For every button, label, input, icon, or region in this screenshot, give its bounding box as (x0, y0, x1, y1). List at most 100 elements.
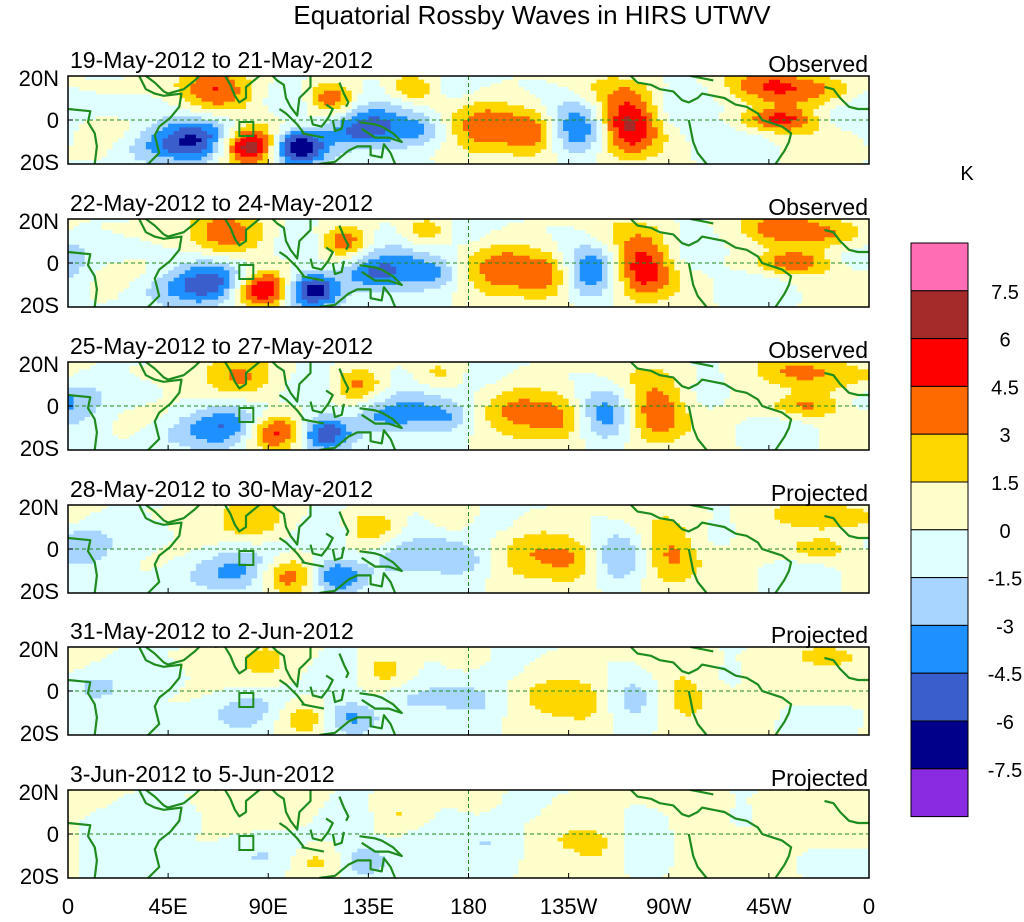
contour-cell (407, 116, 431, 121)
contour-cell (551, 277, 564, 282)
contour-cell (373, 665, 397, 670)
contour-cell (540, 116, 553, 121)
contour-cell (279, 131, 286, 136)
contour-cell (68, 391, 102, 396)
contour-cell (257, 145, 264, 150)
contour-cell (262, 237, 275, 242)
contour-cell (507, 790, 570, 795)
contour-cell (640, 149, 664, 154)
contour-cell (501, 797, 553, 802)
contour-cell (190, 101, 214, 106)
contour-cell (279, 134, 286, 139)
contour-cell (179, 94, 197, 99)
contour-cell (368, 801, 503, 806)
contour-cell (223, 299, 236, 304)
contour-cell (579, 402, 586, 407)
contour-cell (640, 541, 653, 546)
contour-cell (807, 552, 837, 557)
contour-cell (557, 391, 575, 396)
contour-cell (696, 683, 731, 688)
contour-cell (68, 508, 102, 513)
contour-cell (757, 567, 837, 572)
contour-cell (607, 435, 631, 440)
contour-cell (68, 402, 75, 407)
contour-cell (451, 270, 458, 275)
contour-cell (118, 435, 130, 440)
contour-cell (624, 694, 648, 699)
contour-cell (457, 252, 475, 257)
contour-cell (218, 156, 230, 161)
contour-cell (496, 395, 564, 400)
contour-cell (401, 105, 431, 110)
contour-cell (323, 90, 342, 95)
contour-cell (757, 578, 842, 583)
contour-cell (635, 556, 648, 561)
contour-cell (385, 90, 403, 95)
contour-cell (290, 281, 297, 286)
contour-cell (551, 149, 570, 154)
contour-cell (323, 724, 336, 729)
contour-cell (468, 523, 514, 528)
contour-cell (379, 716, 503, 721)
contour-cell (663, 109, 725, 114)
contour-cell (151, 149, 169, 154)
contour-cell (830, 116, 869, 121)
contour-cell (223, 145, 230, 150)
contour-cell (640, 534, 653, 539)
contour-cell (368, 398, 386, 403)
contour-cell (446, 123, 453, 128)
contour-cell (218, 424, 225, 429)
contour-cell (668, 255, 681, 260)
contour-cell (362, 90, 386, 95)
contour-cell (329, 391, 342, 396)
contour-cell (702, 402, 725, 407)
contour-cell (518, 83, 559, 88)
contour-cell (613, 727, 659, 732)
contour-cell (663, 241, 681, 246)
contour-cell (507, 709, 542, 714)
contour-cell (752, 812, 869, 817)
contour-cell (396, 87, 431, 92)
contour-cell (557, 647, 720, 652)
contour-cell (490, 230, 547, 235)
x-tick-label: 45W (746, 894, 791, 919)
contour-cell (668, 252, 681, 257)
contour-cell (457, 808, 492, 813)
contour-cell (318, 650, 358, 655)
contour-cell (735, 823, 753, 828)
contour-cell (246, 101, 264, 106)
contour-cell (674, 680, 692, 685)
contour-cell (852, 398, 869, 403)
contour-cell (68, 519, 80, 524)
coastline (687, 548, 708, 593)
contour-cell (585, 560, 598, 565)
contour-cell (668, 296, 714, 301)
contour-cell (373, 237, 408, 242)
contour-cell (746, 801, 869, 806)
contour-cell (79, 841, 308, 846)
contour-cell (418, 691, 486, 696)
contour-cell (195, 241, 219, 246)
contour-cell (479, 841, 492, 846)
contour-cell (713, 406, 776, 411)
contour-cell (485, 578, 553, 583)
contour-cell (490, 563, 509, 568)
contour-cell (729, 90, 748, 95)
contour-cell (323, 863, 342, 868)
contour-cell (568, 149, 586, 154)
contour-cell (707, 222, 742, 227)
contour-cell (457, 263, 470, 268)
contour-cell (629, 683, 636, 688)
contour-cell (268, 376, 292, 381)
contour-cell (323, 720, 336, 725)
contour-cell (401, 90, 431, 95)
contour-cell (223, 292, 230, 297)
contour-cell (201, 417, 242, 422)
contour-cell (279, 292, 286, 297)
contour-cell (613, 222, 648, 227)
contour-cell (190, 676, 303, 681)
contour-cell (557, 292, 570, 297)
contour-cell (184, 793, 331, 798)
contour-cell (635, 552, 648, 557)
contour-cell (379, 116, 408, 121)
